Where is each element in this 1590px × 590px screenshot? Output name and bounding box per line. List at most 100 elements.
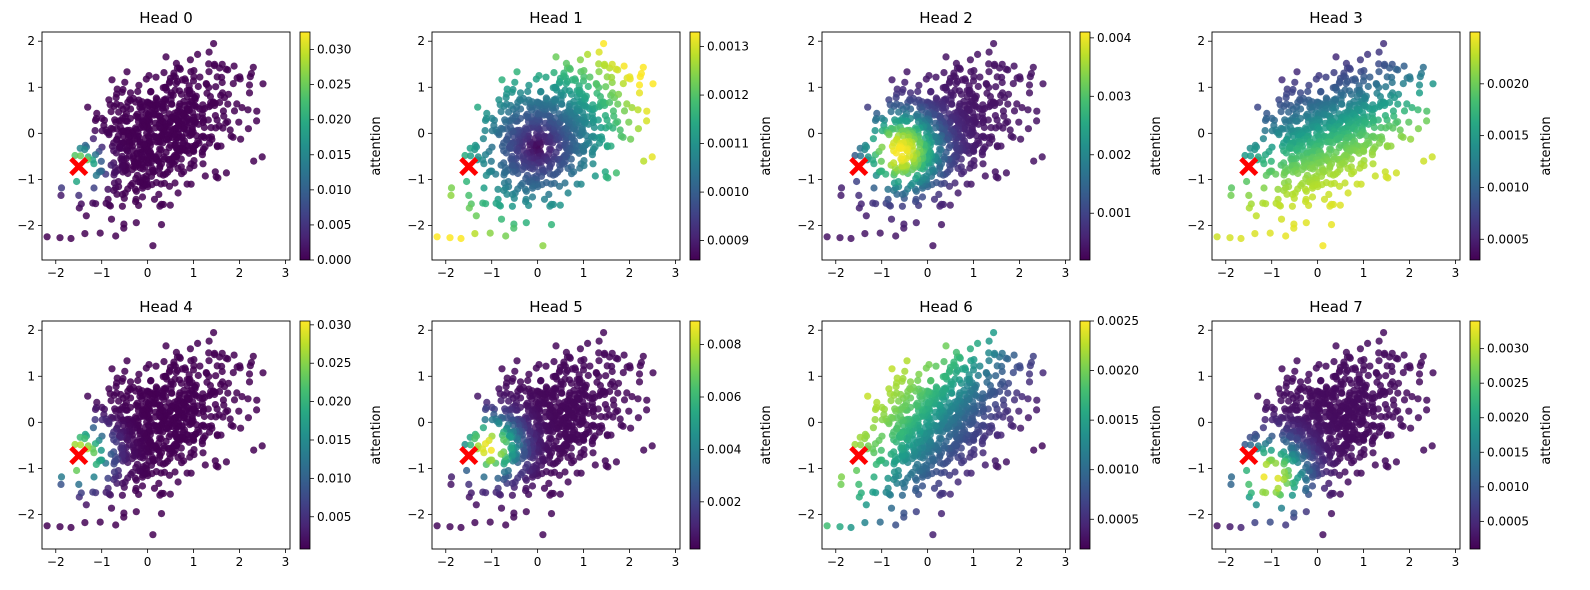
scatter-point [1389, 107, 1397, 115]
scatter-point [588, 151, 597, 159]
subplot-title: Head 4 [139, 298, 193, 316]
colorbar-tick-label: 0.0013 [707, 40, 749, 54]
scatter-point [916, 140, 924, 149]
scatter-point [207, 413, 215, 421]
scatter-point [521, 474, 530, 482]
scatter-point [203, 80, 211, 88]
scatter-point [551, 95, 560, 103]
scatter-point [614, 100, 622, 108]
scatter-point [872, 460, 880, 468]
scatter-point [974, 426, 982, 434]
subplot-title: Head 6 [919, 298, 973, 316]
scatter-point [494, 185, 502, 193]
scatter-point [183, 469, 191, 477]
scatter-point [183, 180, 191, 188]
scatter-point [912, 195, 920, 203]
scatter-point [93, 398, 101, 406]
scatter-point [199, 160, 207, 168]
scatter-point [635, 89, 644, 97]
scatter-point [915, 81, 923, 89]
scatter-point [1274, 185, 1282, 193]
scatter-point [1024, 395, 1032, 403]
scatter-point [635, 378, 644, 386]
scatter-point [253, 107, 261, 115]
scatter-point [162, 53, 170, 61]
scatter-point [887, 215, 896, 223]
axes-frame [41, 320, 291, 550]
scatter-point [160, 153, 168, 161]
scatter-point [1399, 80, 1407, 88]
scatter-point [1006, 126, 1014, 134]
scatter-point [1309, 165, 1317, 173]
scatter-point [1024, 125, 1032, 133]
scatter-point [524, 87, 532, 96]
scatter-point [1002, 408, 1010, 416]
subplot-head-3: Head 3−2 −1 0 1 2 3−2−10120.00050.00100.00150… [1187, 9, 1554, 280]
scatter-point [552, 53, 560, 61]
scatter-point [138, 106, 146, 114]
scatter-point [1027, 358, 1035, 367]
scatter-point [110, 179, 118, 187]
scatter-point [90, 184, 98, 192]
scatter-point [233, 363, 241, 371]
colorbar [689, 31, 701, 261]
scatter-point [974, 82, 982, 91]
x-tick-label: 3 [282, 555, 290, 569]
scatter-point [1293, 68, 1301, 76]
scatter-point [1007, 421, 1015, 429]
x-tick-label: 0 [144, 266, 152, 280]
y-tick-label: −2 [17, 218, 35, 232]
scatter-point [620, 396, 629, 404]
scatter-point [966, 164, 974, 172]
scatter-point [604, 174, 612, 182]
scatter-point [250, 446, 258, 454]
scatter-point [104, 484, 112, 492]
scatter-point [1025, 89, 1034, 97]
scatter-point [1429, 80, 1437, 88]
scatter-point [229, 369, 237, 377]
scatter-point [235, 118, 243, 126]
scatter-point [576, 56, 585, 64]
scatter-point [117, 444, 125, 452]
scatter-point [998, 78, 1006, 87]
scatter-point [483, 398, 491, 406]
scatter-point [540, 484, 549, 492]
scatter-point [900, 509, 908, 517]
scatter-point [620, 62, 628, 70]
scatter-point [205, 349, 213, 357]
scatter-point [595, 68, 603, 76]
scatter-point [110, 475, 118, 483]
scatter-point [992, 83, 1000, 91]
scatter-point [160, 106, 168, 114]
scatter-point [82, 501, 90, 509]
scatter-point [194, 339, 202, 347]
scatter-point [96, 229, 104, 237]
colorbar-tick-label: 0.025 [317, 78, 351, 92]
scatter-point [1308, 193, 1317, 201]
scatter-point [481, 405, 490, 413]
scatter-point [217, 380, 225, 388]
scatter-point [528, 184, 537, 192]
scatter-point [898, 479, 907, 487]
scatter-point [980, 123, 989, 132]
x-tick-label: 0 [144, 555, 152, 569]
scatter-point [90, 160, 98, 168]
scatter-point [1405, 118, 1413, 126]
scatter-point [162, 342, 170, 350]
scatter-point [1355, 149, 1363, 157]
scatter-point [461, 440, 469, 449]
scatter-point [890, 475, 898, 483]
scatter-point [601, 457, 609, 465]
scatter-point [71, 151, 79, 160]
x-tick-label: 2 [626, 266, 634, 280]
scatter-point [166, 490, 174, 498]
scatter-point [640, 157, 648, 165]
scatter-point [121, 78, 129, 86]
scatter-point [878, 143, 886, 151]
scatter-point [1351, 77, 1360, 85]
scatter-point [985, 357, 993, 365]
scatter-point [112, 118, 120, 126]
scatter-point [224, 389, 232, 397]
scatter-point [612, 169, 621, 177]
scatter-point [487, 157, 495, 165]
